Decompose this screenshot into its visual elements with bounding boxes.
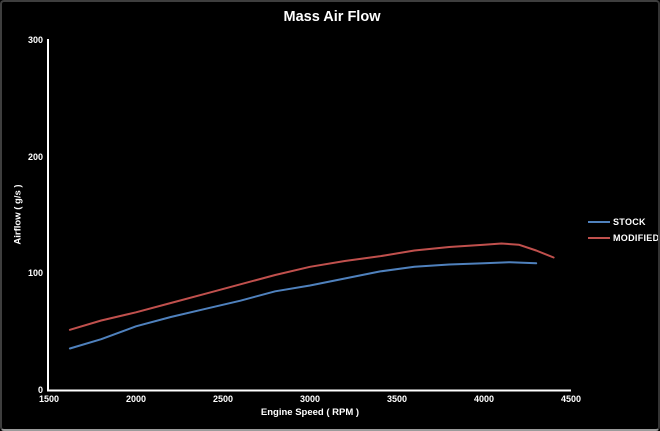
y-tick-label: 300 (27, 35, 43, 45)
stock-line-swatch (588, 221, 610, 223)
y-tick-label: 200 (27, 151, 43, 162)
x-axis-title: Engine Speed ( RPM ) (260, 407, 360, 418)
x-tick-label: 3000 (299, 394, 321, 404)
y-tick-label: 0 (37, 385, 43, 395)
legend-label-stock: STOCK (613, 217, 646, 227)
legend-label-modified: MODIFIED (613, 233, 660, 243)
x-tick-label: 1500 (38, 394, 60, 404)
modified-line-swatch (588, 237, 610, 239)
legend-item-stock: STOCK (588, 214, 658, 230)
x-tick-label: 3500 (386, 394, 408, 404)
series-line-modified (68, 242, 555, 331)
legend-item-modified: MODIFIED (588, 230, 660, 246)
series-group (68, 242, 555, 350)
legend: STOCK MODIFIED (588, 214, 660, 246)
y-tick-label: 100 (27, 268, 43, 279)
x-tick-label: 2000 (125, 394, 147, 404)
chart-title: Mass Air Flow (283, 9, 381, 25)
series-line-stock (68, 261, 538, 350)
x-tick-label: 4000 (473, 394, 495, 404)
y-axis-title: Airflow ( g/s ) (12, 184, 24, 245)
x-tick-label: 4500 (560, 394, 582, 404)
x-tick-label: 2500 (212, 394, 234, 404)
